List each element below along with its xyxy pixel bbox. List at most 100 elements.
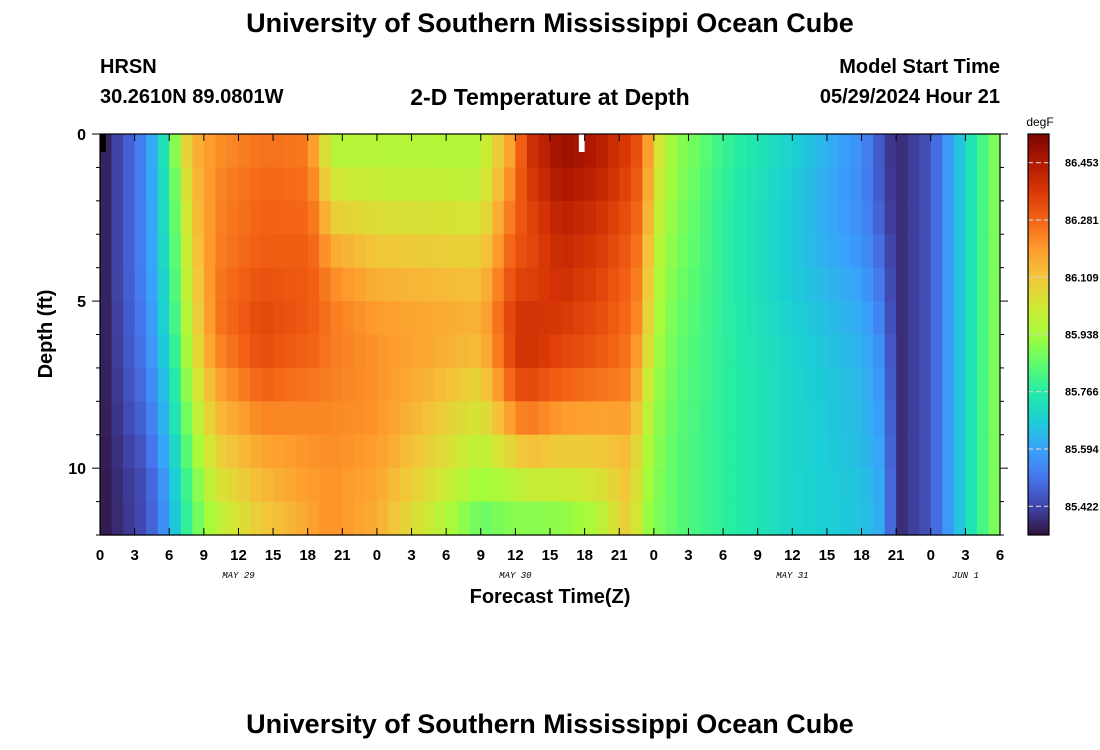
heatmap-cell xyxy=(573,367,586,402)
heatmap-cell xyxy=(561,434,574,469)
heatmap-cell xyxy=(953,434,966,469)
heatmap-cell xyxy=(976,167,990,202)
heatmap-cell xyxy=(365,334,378,369)
heatmap-cell xyxy=(792,367,805,402)
heatmap-cell xyxy=(180,234,193,269)
x-tick-label: 18 xyxy=(853,547,870,564)
heatmap-cell xyxy=(769,334,782,369)
heatmap-cell xyxy=(803,468,816,503)
heatmap-cell xyxy=(896,301,909,336)
heatmap-cell xyxy=(411,434,424,469)
heatmap-cell xyxy=(942,434,955,469)
heatmap-cell xyxy=(100,468,113,503)
heatmap-cell xyxy=(330,501,343,536)
heatmap-cell xyxy=(919,200,932,235)
heatmap-cell xyxy=(930,501,943,536)
heatmap-cell xyxy=(457,334,470,369)
heatmap-cell xyxy=(953,167,966,202)
heatmap-cell xyxy=(953,134,966,169)
heatmap-cell xyxy=(550,167,563,202)
heatmap-cell xyxy=(723,334,736,369)
heatmap-cell xyxy=(907,167,920,202)
colorbar-tick-label: 85.422 xyxy=(1065,501,1099,513)
heatmap-cell xyxy=(619,501,632,536)
heatmap-cell xyxy=(480,367,493,402)
heatmap-cell xyxy=(330,167,343,202)
heatmap-cell xyxy=(400,401,413,436)
heatmap-cell xyxy=(538,267,551,302)
heatmap-cell xyxy=(480,301,493,336)
heatmap-cell xyxy=(492,267,505,302)
heatmap-cell xyxy=(480,267,493,302)
heatmap-cell xyxy=(134,134,147,169)
heatmap-cell xyxy=(919,334,932,369)
heatmap-cell xyxy=(123,334,136,369)
heatmap-cell xyxy=(400,134,413,169)
heatmap-cell xyxy=(169,401,182,436)
heatmap-cell xyxy=(561,367,574,402)
heatmap-cell xyxy=(584,434,597,469)
heatmap-cell xyxy=(353,434,366,469)
heatmap-cell xyxy=(596,200,609,235)
colorbar-tick-label: 86.453 xyxy=(1065,158,1099,170)
heatmap-cell xyxy=(226,434,240,469)
heatmap-cell xyxy=(284,200,297,235)
heatmap-cell xyxy=(503,134,516,169)
heatmap-cell xyxy=(515,434,528,469)
heatmap-cell xyxy=(480,434,493,469)
heatmap-cell xyxy=(457,301,470,336)
heatmap-cell xyxy=(388,267,401,302)
heatmap-cell xyxy=(157,301,170,336)
heatmap-cell xyxy=(146,301,159,336)
heatmap-cell xyxy=(676,267,690,302)
heatmap-cell xyxy=(873,367,886,402)
heatmap-cell xyxy=(434,468,447,503)
heatmap-cell xyxy=(561,468,574,503)
heatmap-cell xyxy=(919,367,932,402)
heatmap-cell xyxy=(734,267,747,302)
heatmap-cell xyxy=(607,434,620,469)
x-tick-label: 6 xyxy=(442,547,450,564)
heatmap-cell xyxy=(123,134,136,169)
heatmap-cell xyxy=(780,434,793,469)
heatmap-cell xyxy=(400,234,413,269)
heatmap-cell xyxy=(884,234,897,269)
heatmap-cell xyxy=(769,134,782,169)
heatmap-cell xyxy=(203,501,216,536)
heatmap-cell xyxy=(307,301,320,336)
heatmap-cell xyxy=(838,200,851,235)
heatmap-cell xyxy=(330,401,343,436)
heatmap-cell xyxy=(780,234,793,269)
heatmap-cell xyxy=(411,401,424,436)
heatmap-cell xyxy=(630,401,643,436)
heatmap-cell xyxy=(457,234,470,269)
heatmap-cell xyxy=(261,468,274,503)
heatmap-cell xyxy=(653,401,666,436)
heatmap-cell xyxy=(376,434,390,469)
heatmap-cell xyxy=(907,468,920,503)
heatmap-cell xyxy=(642,301,655,336)
heatmap-cell xyxy=(273,267,286,302)
heatmap-cell xyxy=(676,200,690,235)
x-axis-day-labels: MAY 29 MAY 30 MAY 31 JUN 1 xyxy=(222,571,979,581)
heatmap-cell xyxy=(953,468,966,503)
heatmap-cell xyxy=(365,134,378,169)
heatmap-cell xyxy=(561,301,574,336)
heatmap-cell xyxy=(503,234,516,269)
heatmap-cell xyxy=(826,401,840,436)
heatmap-cell xyxy=(630,367,643,402)
heatmap-cell xyxy=(157,501,170,536)
heatmap-cell xyxy=(850,501,863,536)
heatmap-cell xyxy=(826,468,840,503)
heatmap-cell xyxy=(342,267,355,302)
heatmap-cell xyxy=(884,501,897,536)
heatmap-cell xyxy=(896,468,909,503)
heatmap-cell xyxy=(330,367,343,402)
heatmap-cell xyxy=(873,501,886,536)
heatmap-cell xyxy=(526,434,540,469)
heatmap-cell xyxy=(815,401,828,436)
heatmap-cell xyxy=(607,501,620,536)
heatmap-cell xyxy=(826,234,840,269)
heatmap-cell xyxy=(665,501,678,536)
